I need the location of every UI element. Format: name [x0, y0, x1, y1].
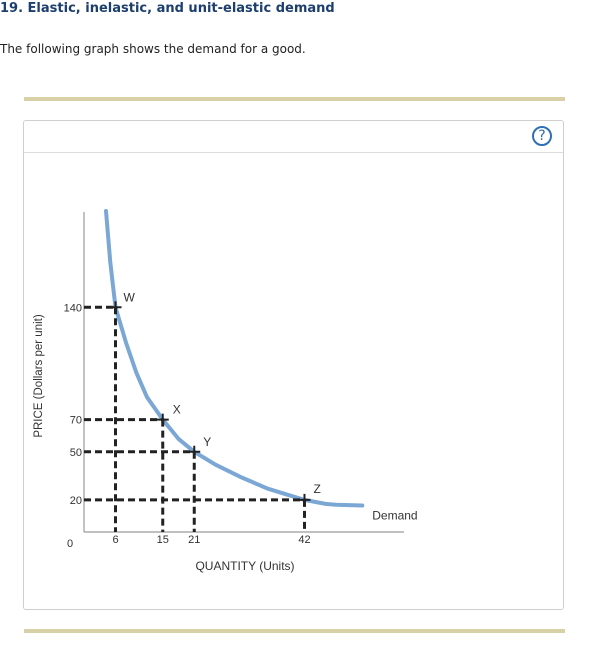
y-tick-label-140: 140 — [64, 302, 82, 314]
question-intro: The following graph shows the demand for… — [0, 42, 306, 56]
demand-series-label: Demand — [372, 509, 417, 523]
x-axis-title: QUANTITY (Units) — [195, 559, 294, 573]
help-button[interactable]: ? — [532, 126, 552, 146]
x-tick-label-21: 21 — [188, 534, 200, 546]
graph-panel: ? — [23, 120, 564, 610]
x-tick-label-15: 15 — [157, 534, 169, 546]
panel-header-divider — [24, 152, 563, 153]
point-label-w: W — [124, 290, 136, 304]
y-axis-title: PRICE (Dollars per unit) — [33, 314, 45, 438]
y-tick-label-20: 20 — [70, 495, 82, 507]
point-marker-z — [298, 493, 311, 506]
x-tick-label-42: 42 — [298, 534, 310, 546]
y-tick-label-70: 70 — [70, 415, 82, 427]
question-title: 19. Elastic, inelastic, and unit-elastic… — [0, 1, 335, 16]
point-label-y: Y — [203, 435, 211, 449]
origin-label: 0 — [67, 538, 73, 550]
demand-curve-line — [104, 209, 365, 508]
top-rule — [24, 97, 565, 101]
x-tick-label-6: 6 — [112, 534, 118, 546]
point-label-z: Z — [314, 482, 321, 496]
y-tick-label-50: 50 — [70, 447, 82, 459]
point-label-x: X — [173, 403, 181, 417]
point-marker-x — [156, 413, 169, 426]
bottom-rule — [24, 629, 565, 633]
point-marker-y — [188, 445, 201, 458]
point-marker-w — [109, 301, 122, 314]
